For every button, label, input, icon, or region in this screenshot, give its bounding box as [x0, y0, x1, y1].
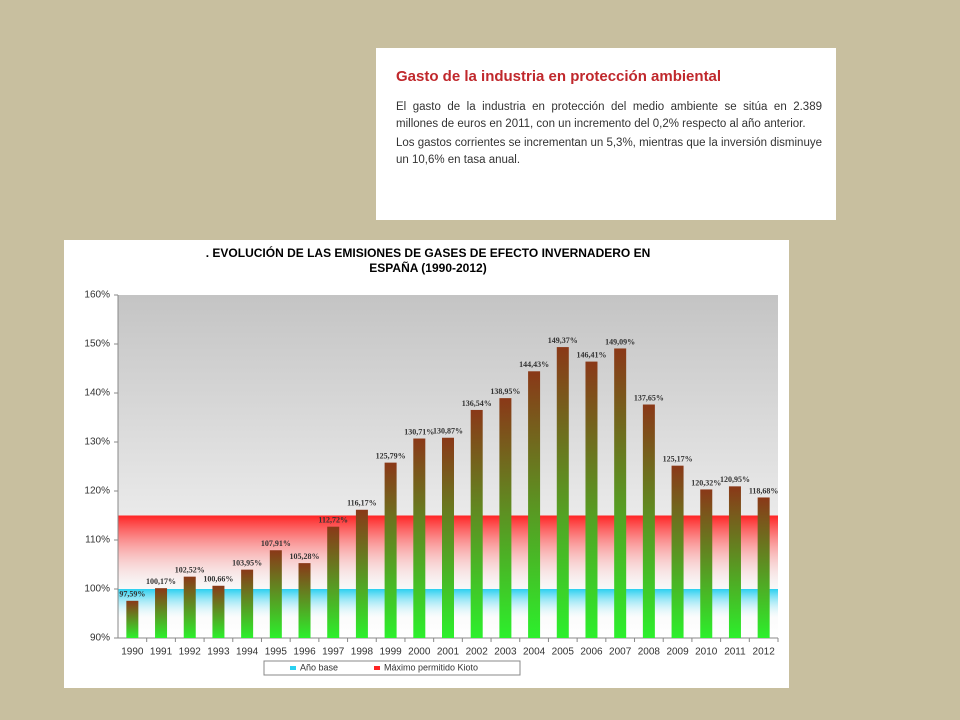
- x-tick-label: 1992: [179, 647, 202, 658]
- x-tick-label: 1996: [293, 647, 316, 658]
- info-paragraph: El gasto de la industria en protección d…: [396, 101, 822, 130]
- bar: [528, 371, 541, 638]
- bar: [269, 550, 282, 638]
- value-label: 125,79%: [376, 451, 406, 460]
- legend-label: Máximo permitido Kioto: [384, 662, 478, 672]
- y-tick-label: 130%: [84, 437, 110, 448]
- x-tick-label: 2004: [523, 647, 546, 658]
- bar: [614, 348, 627, 638]
- y-tick-label: 150%: [84, 339, 110, 350]
- bar: [757, 497, 770, 638]
- value-label: 149,37%: [548, 336, 578, 345]
- value-label: 107,91%: [261, 539, 291, 548]
- bar: [556, 347, 569, 638]
- value-label: 105,28%: [290, 552, 320, 561]
- y-tick-label: 90%: [90, 633, 110, 644]
- y-tick-label: 140%: [84, 388, 110, 399]
- value-label: 97,59%: [119, 590, 145, 599]
- x-tick-label: 2011: [724, 647, 746, 658]
- bar: [212, 585, 225, 638]
- value-label: 100,17%: [146, 577, 176, 586]
- value-label: 130,87%: [433, 427, 463, 436]
- x-tick-label: 1994: [236, 647, 259, 658]
- legend-box: [263, 660, 521, 676]
- x-tick-label: 1997: [322, 647, 345, 658]
- bar: [298, 563, 311, 638]
- value-label: 118,68%: [749, 486, 779, 495]
- chart-title: . EVOLUCIÓN DE LAS EMISIONES DE GASES DE…: [206, 245, 651, 260]
- chart: . EVOLUCIÓN DE LAS EMISIONES DE GASES DE…: [64, 240, 789, 688]
- bar: [241, 569, 254, 638]
- value-label: 103,95%: [232, 558, 262, 567]
- value-label: 149,09%: [605, 337, 635, 346]
- x-tick-label: 2001: [437, 647, 460, 658]
- bar: [126, 600, 139, 638]
- value-label: 116,17%: [347, 499, 377, 508]
- bar: [728, 486, 741, 638]
- x-tick-label: 2008: [638, 647, 661, 658]
- info-box: Gasto de la industria en protección ambi…: [376, 48, 836, 220]
- x-tick-label: 1999: [379, 647, 402, 658]
- value-label: 144,43%: [519, 360, 549, 369]
- bar: [327, 526, 340, 638]
- x-tick-label: 2010: [695, 647, 718, 658]
- x-tick-label: 2009: [666, 647, 689, 658]
- bar: [442, 437, 454, 638]
- x-tick-label: 1991: [150, 647, 173, 658]
- value-label: 112,72%: [318, 516, 348, 525]
- x-tick-label: 2000: [408, 647, 431, 658]
- legend-swatch: [374, 666, 380, 670]
- x-tick-label: 1995: [265, 647, 288, 658]
- value-label: 138,95%: [490, 387, 520, 396]
- value-label: 102,52%: [175, 565, 205, 574]
- value-label: 120,32%: [691, 478, 721, 487]
- bar: [413, 438, 426, 638]
- x-tick-label: 2007: [609, 647, 632, 658]
- bar: [183, 576, 196, 638]
- x-tick-label: 1998: [351, 647, 374, 658]
- info-paragraph: Los gastos corrientes se incrementan un …: [396, 137, 822, 166]
- value-label: 146,41%: [576, 350, 606, 359]
- x-tick-label: 1993: [207, 647, 230, 658]
- bar: [642, 404, 655, 638]
- y-tick-label: 100%: [84, 584, 110, 595]
- value-label: 137,65%: [634, 393, 664, 402]
- x-tick-label: 2006: [580, 647, 603, 658]
- y-tick-label: 120%: [84, 486, 110, 497]
- y-tick-label: 160%: [84, 290, 110, 301]
- bar: [355, 509, 368, 638]
- value-label: 100,66%: [203, 575, 233, 584]
- y-tick-label: 110%: [85, 535, 110, 546]
- x-tick-label: 2003: [494, 647, 517, 658]
- bar: [585, 361, 598, 638]
- info-title: Gasto de la industria en protección ambi…: [396, 68, 722, 85]
- bar: [155, 588, 168, 638]
- x-tick-label: 1990: [121, 647, 144, 658]
- value-label: 136,54%: [462, 399, 492, 408]
- bar: [470, 409, 483, 638]
- legend-label: Año base: [300, 662, 338, 672]
- bar: [384, 462, 397, 638]
- value-label: 130,71%: [404, 427, 434, 436]
- legend-swatch: [290, 666, 296, 670]
- value-label: 125,17%: [663, 454, 693, 463]
- value-label: 120,95%: [720, 475, 750, 484]
- chart-title: ESPAÑA (1990-2012): [369, 260, 486, 275]
- x-tick-label: 2012: [753, 647, 776, 658]
- x-tick-label: 2002: [466, 647, 489, 658]
- bar: [499, 398, 512, 638]
- bar: [671, 465, 684, 638]
- bar: [700, 489, 713, 638]
- x-tick-label: 2005: [552, 647, 575, 658]
